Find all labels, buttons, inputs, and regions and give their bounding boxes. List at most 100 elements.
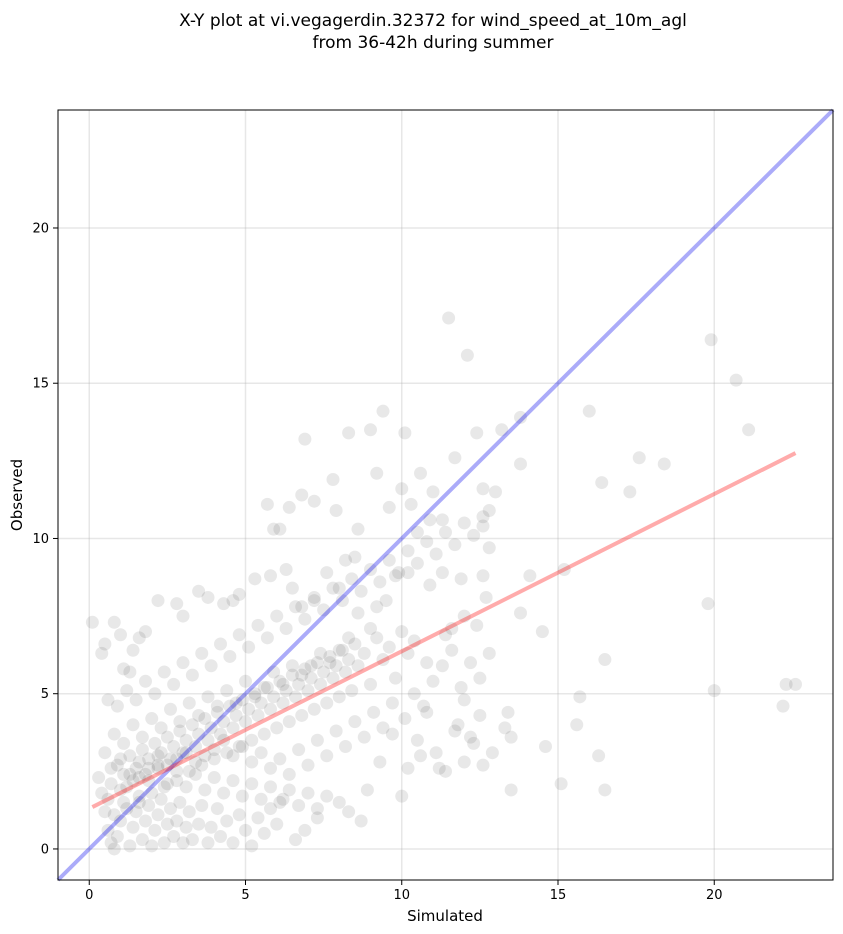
scatter-point-57 (482, 504, 496, 518)
scatter-point-320 (204, 659, 218, 673)
scatter-point-264 (239, 715, 252, 729)
scatter-point-109 (179, 780, 193, 794)
scatter-point-110 (189, 767, 202, 781)
scatter-point-129 (373, 755, 387, 769)
scatter-point-205 (210, 802, 224, 816)
scatter-point-18 (232, 587, 246, 601)
scatter-point-131 (395, 789, 409, 803)
scatter-point-54 (460, 348, 474, 362)
scatter-point-95 (145, 712, 159, 726)
scatter-point-182 (129, 805, 143, 819)
scatter-point-224 (114, 783, 127, 797)
scatter-point-27 (339, 553, 352, 567)
scatter-point-395 (170, 752, 184, 766)
scatter-point-299 (348, 637, 362, 651)
scatter-point-329 (289, 600, 302, 614)
scatter-point-96 (135, 730, 149, 744)
scatter-point-125 (332, 795, 346, 809)
scatter-point-270 (257, 727, 271, 741)
regression-line (91, 451, 797, 809)
scatter-point-384 (273, 752, 287, 766)
scatter-point-197 (176, 836, 190, 850)
scatter-point-212 (251, 811, 265, 825)
scatter-point-20 (264, 569, 277, 583)
scatter-point-213 (257, 826, 271, 840)
scatter-point-387 (245, 755, 259, 769)
scatter-point-155 (523, 569, 537, 583)
scatter-point-99 (107, 727, 121, 741)
scatter-point-14 (192, 584, 206, 598)
scatter-point-266 (245, 733, 259, 747)
scatter-point-321 (214, 637, 227, 651)
scatter-point-7 (123, 665, 137, 679)
scatter-point-159 (632, 451, 646, 465)
scatter-point-292 (326, 671, 340, 685)
scatter-point-319 (195, 646, 209, 660)
scatter-point-113 (217, 786, 231, 800)
scatter-point-42 (376, 404, 390, 418)
scatter-point-112 (207, 771, 221, 785)
scatter-point-296 (339, 665, 352, 679)
scatter-point-257 (217, 715, 231, 729)
scatter-point-100 (98, 746, 112, 760)
scatter-point-352 (417, 699, 431, 713)
scatter-point-374 (367, 705, 381, 719)
scatter-point-168 (779, 677, 793, 691)
scatter-point-281 (292, 677, 306, 691)
scatter-point-49 (435, 513, 449, 527)
scatter-point-341 (401, 544, 415, 558)
scatter-point-278 (282, 715, 296, 729)
scatter-point-372 (385, 696, 399, 710)
scatter-point-246 (182, 764, 196, 778)
scatter-point-238 (157, 780, 171, 794)
scatter-point-316 (167, 677, 181, 691)
scatter-point-220 (101, 792, 115, 806)
scatter-point-196 (173, 795, 187, 809)
scatter-point-177 (114, 814, 127, 828)
scatter-point-46 (404, 497, 418, 511)
scatter-point-282 (295, 708, 309, 722)
scatter-point-107 (160, 777, 174, 791)
scatter-point-398 (142, 761, 156, 775)
scatter-point-8 (126, 643, 140, 657)
scatter-point-50 (414, 466, 427, 480)
scatter-point-153 (535, 625, 549, 639)
one-to-one-line (56, 108, 835, 882)
scatter-point-351 (407, 687, 421, 701)
scatter-point-176 (110, 830, 124, 844)
scatter-point-16 (217, 597, 231, 611)
scatter-point-104 (132, 755, 146, 769)
scatter-point-276 (276, 696, 290, 710)
scatter-point-82 (267, 665, 281, 679)
x-tick-label-4: 20 (706, 888, 723, 903)
reference-lines (56, 108, 835, 882)
scatter-point-192 (160, 817, 174, 831)
scatter-point-10 (139, 625, 152, 639)
scatter-point-203 (201, 836, 215, 850)
scatter-point-17 (226, 594, 240, 608)
scatter-point-98 (117, 736, 131, 750)
scatter-point-344 (429, 547, 443, 561)
scatter-point-13 (176, 609, 190, 623)
scatter-point-187 (145, 839, 159, 853)
scatter-point-331 (307, 590, 321, 604)
scatter-point-361 (457, 609, 471, 623)
scatter-point-29 (351, 522, 365, 536)
scatter-point-362 (470, 618, 484, 632)
scatter-point-139 (467, 736, 481, 750)
scatter-point-209 (232, 808, 246, 822)
scatter-point-271 (260, 681, 274, 694)
scatter-point-215 (270, 817, 284, 831)
scatter-point-84 (248, 690, 262, 704)
scatter-point-326 (260, 631, 274, 645)
scatter-point-381 (301, 758, 315, 772)
scatter-point-195 (170, 814, 184, 828)
scatter-point-206 (214, 830, 227, 844)
scatter-point-334 (335, 594, 349, 608)
scatter-point-117 (254, 792, 268, 806)
scatter-point-357 (464, 656, 477, 670)
scatter-point-204 (204, 820, 218, 834)
scatter-point-293 (329, 659, 343, 673)
scatter-point-119 (273, 795, 287, 809)
